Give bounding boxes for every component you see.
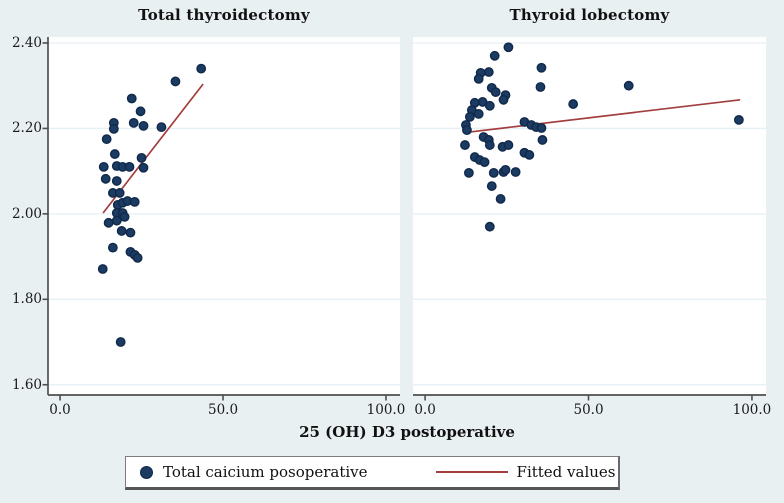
scatter-point [484, 140, 495, 150]
scatter-point [125, 227, 136, 238]
x-tick-label: 50.0 [207, 402, 239, 418]
scatter-point [733, 114, 744, 125]
scatter-point [535, 82, 546, 92]
fitted-line-legend-icon [435, 471, 508, 473]
scatter-point [119, 211, 130, 222]
scatter-point [135, 106, 146, 117]
scatter-point [196, 63, 207, 74]
scatter-point [114, 188, 125, 198]
scatter-point [115, 337, 126, 347]
x-tick-label: 0.0 [414, 402, 436, 418]
y-tick-label: 1.60 [11, 376, 42, 393]
scatter-point [483, 67, 494, 77]
x-axis-label: 25 (OH) D3 postoperative [299, 423, 515, 441]
scatter-point [126, 93, 137, 104]
x-tick-label: 50.0 [573, 402, 604, 418]
scatter-point [473, 73, 484, 84]
scatter-point [464, 111, 475, 122]
scatter-point [129, 197, 140, 207]
scatter-point [111, 176, 122, 186]
y-tick-label: 2.20 [11, 120, 42, 137]
scatter-point [107, 242, 118, 253]
scatter-point [490, 87, 501, 98]
legend-label-fitted-values: Fitted values [516, 463, 616, 481]
scatter-point [484, 221, 495, 232]
x-tick-label: 100.0 [366, 402, 406, 418]
legend-label-total-calcium: Total caicium posoperative [163, 463, 368, 481]
scatter-point [170, 76, 181, 87]
scatter-point [460, 140, 470, 150]
scatter-point [503, 42, 514, 53]
scatter-point [498, 94, 509, 105]
scatter-point [109, 149, 120, 159]
y-tick-label: 1.80 [11, 291, 42, 308]
scatter-point [462, 125, 472, 136]
scatter-point [100, 173, 111, 184]
scatter-point [136, 152, 147, 163]
scatter-point [537, 135, 548, 145]
scatter-point [138, 120, 149, 131]
scatter-point [132, 252, 143, 263]
scatter-point [156, 122, 167, 133]
scatter-point [489, 50, 500, 61]
x-tick-label: 100.0 [732, 402, 772, 418]
scatter-point [503, 140, 514, 150]
scatter-point [124, 161, 135, 172]
fitted-line [463, 98, 741, 134]
scatter-point [623, 80, 634, 91]
scatter-point [111, 215, 122, 226]
scatter-point [536, 123, 547, 133]
scatter-point [568, 99, 579, 109]
scatter-point [479, 157, 490, 168]
scatter-point [108, 123, 119, 134]
scatter-point [116, 226, 127, 236]
scatter-point [98, 161, 109, 172]
scatter-point [510, 167, 521, 177]
scatter-point [536, 62, 547, 73]
legend: Total caicium posoperative Fitted values [125, 456, 620, 490]
scatter-point [484, 100, 495, 111]
scatter-point [524, 150, 535, 160]
scatter-point [103, 217, 114, 228]
scatter-point [101, 134, 112, 145]
y-tick-label: 2.40 [11, 34, 42, 51]
scatter-point [463, 167, 474, 178]
scatter-point [488, 167, 499, 178]
scatter-point-legend-icon [140, 465, 153, 479]
panel-title-thyroid-lobectomy: Thyroid lobectomy [509, 6, 670, 24]
scatter-point [97, 264, 108, 274]
scatter-point [495, 194, 506, 204]
scatter-point [500, 164, 511, 175]
scatter-point [128, 117, 139, 128]
y-tick-label: 2.00 [11, 205, 42, 222]
panel-title-total-thyroidectomy: Total thyroidectomy [138, 6, 310, 24]
plot-panel-total-thyroidectomy [42, 37, 400, 401]
x-tick-label: 0.0 [49, 402, 71, 418]
scatter-point [138, 162, 149, 173]
scatter-point [486, 181, 497, 191]
plot-panel-thyroid-lobectomy [413, 37, 766, 401]
scatter-point [473, 108, 484, 119]
